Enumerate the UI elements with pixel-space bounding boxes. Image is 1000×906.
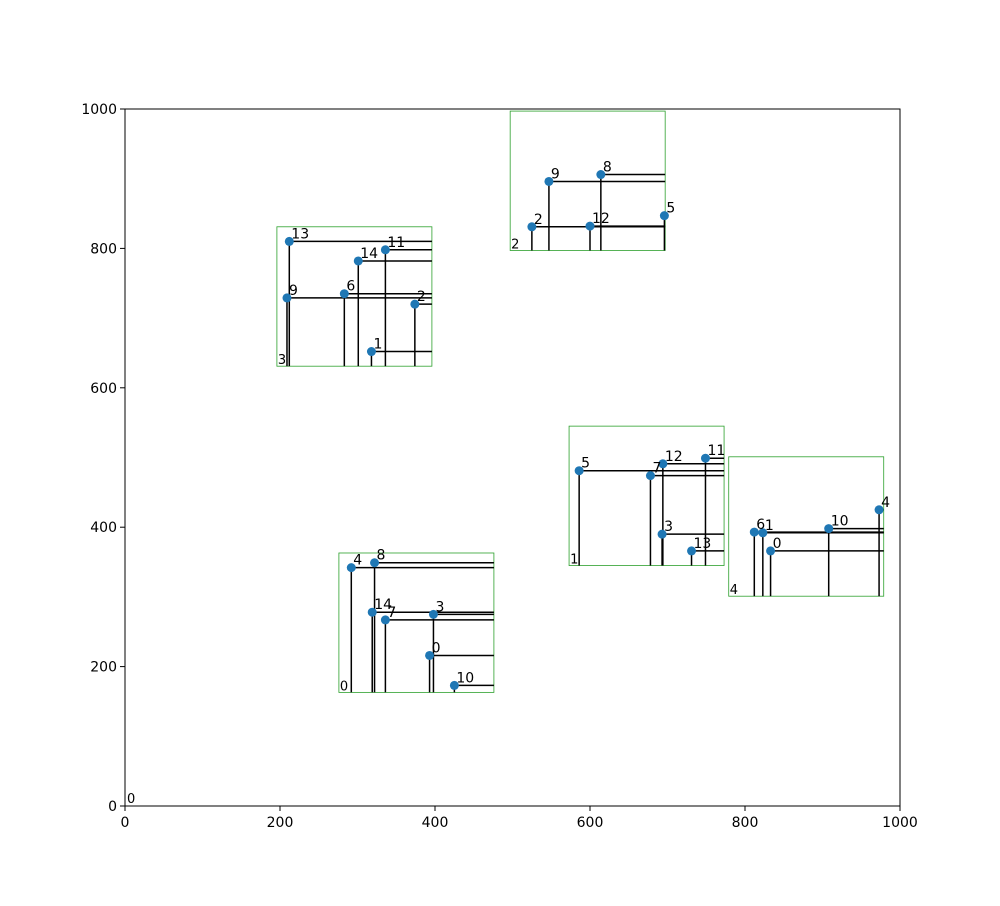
data-point [766, 546, 776, 556]
y-tick-label: 1000 [81, 102, 117, 118]
data-point [370, 558, 380, 568]
point-label: 11 [707, 443, 725, 459]
cluster-label: 3 [278, 353, 286, 368]
point-label: 3 [435, 599, 444, 615]
point-label: 2 [417, 289, 426, 305]
data-point [410, 299, 420, 309]
x-tick-label: 600 [577, 815, 604, 831]
point-label: 12 [665, 449, 683, 465]
point-label: 11 [387, 235, 405, 251]
data-point [428, 609, 438, 619]
cluster-box [276, 226, 433, 367]
data-point [658, 459, 668, 469]
point-label: 6 [346, 279, 355, 295]
y-tick-label: 600 [90, 381, 117, 397]
cluster-label: 4 [730, 583, 738, 598]
point-label: 5 [666, 201, 675, 217]
cluster-label: 2 [511, 237, 519, 252]
point-label: 10 [456, 670, 474, 686]
point-label: 8 [603, 160, 612, 176]
data-point [449, 680, 459, 690]
data-point [687, 546, 697, 556]
y-tick-label: 400 [90, 520, 117, 536]
point-label: 3 [664, 519, 673, 535]
point-label: 1 [373, 337, 382, 353]
y-tick-label: 800 [90, 241, 117, 257]
point-label: 13 [694, 536, 712, 552]
data-point [527, 222, 537, 232]
point-label: 7 [387, 605, 396, 621]
x-tick-label: 0 [121, 815, 130, 831]
x-tick-label: 800 [732, 815, 759, 831]
plot-background [125, 109, 900, 806]
cluster-label: 1 [570, 553, 578, 568]
y-axis: 0 200 400 600 800 1000 [81, 102, 125, 815]
data-point [339, 289, 349, 299]
data-point [700, 453, 710, 463]
data-point [574, 466, 584, 476]
data-point [544, 176, 554, 186]
data-point [380, 245, 390, 255]
data-point [596, 170, 606, 180]
x-tick-label: 200 [267, 815, 294, 831]
data-point [749, 527, 759, 537]
point-label: 0 [773, 536, 782, 552]
origin-label: 0 [127, 792, 135, 807]
data-point [346, 563, 356, 573]
data-point [657, 529, 667, 539]
data-point [585, 221, 595, 231]
x-tick-label: 400 [422, 815, 449, 831]
plot-frame [124, 108, 901, 807]
data-point [425, 650, 435, 660]
data-point [366, 347, 376, 357]
point-label: 4 [353, 553, 362, 569]
point-label: 8 [377, 548, 386, 564]
data-point [874, 505, 884, 515]
point-label: 5 [581, 456, 590, 472]
point-label: 4 [881, 495, 890, 511]
point-label: 9 [289, 283, 298, 299]
point-label: 9 [551, 166, 560, 182]
data-point [367, 607, 377, 617]
point-label: 10 [831, 514, 849, 530]
data-point [282, 293, 292, 303]
point-label: 14 [360, 246, 378, 262]
cluster-box [728, 456, 885, 597]
connector-lines [286, 173, 884, 693]
x-tick-label: 1000 [882, 815, 918, 831]
y-tick-label: 0 [108, 799, 117, 815]
data-point [824, 524, 834, 534]
data-point [284, 236, 294, 246]
point-label: 0 [432, 640, 441, 656]
point-label: 13 [291, 226, 309, 242]
data-points [282, 170, 884, 690]
data-point [758, 528, 768, 538]
point-label: 2 [534, 212, 543, 228]
cluster-box [338, 552, 495, 693]
cluster-label: 0 [340, 679, 348, 694]
data-point [353, 256, 363, 266]
y-tick-label: 200 [90, 660, 117, 676]
data-point [659, 211, 669, 221]
point-label: 12 [592, 211, 610, 227]
point-label: 14 [374, 597, 392, 613]
data-point [380, 615, 390, 625]
data-point [645, 471, 655, 481]
point-label: 7 [652, 461, 661, 477]
x-axis: 0 200 400 600 800 1000 [121, 806, 918, 831]
cluster-box [568, 425, 725, 566]
point-label: 1 [765, 518, 774, 534]
point-label: 6 [756, 517, 765, 533]
